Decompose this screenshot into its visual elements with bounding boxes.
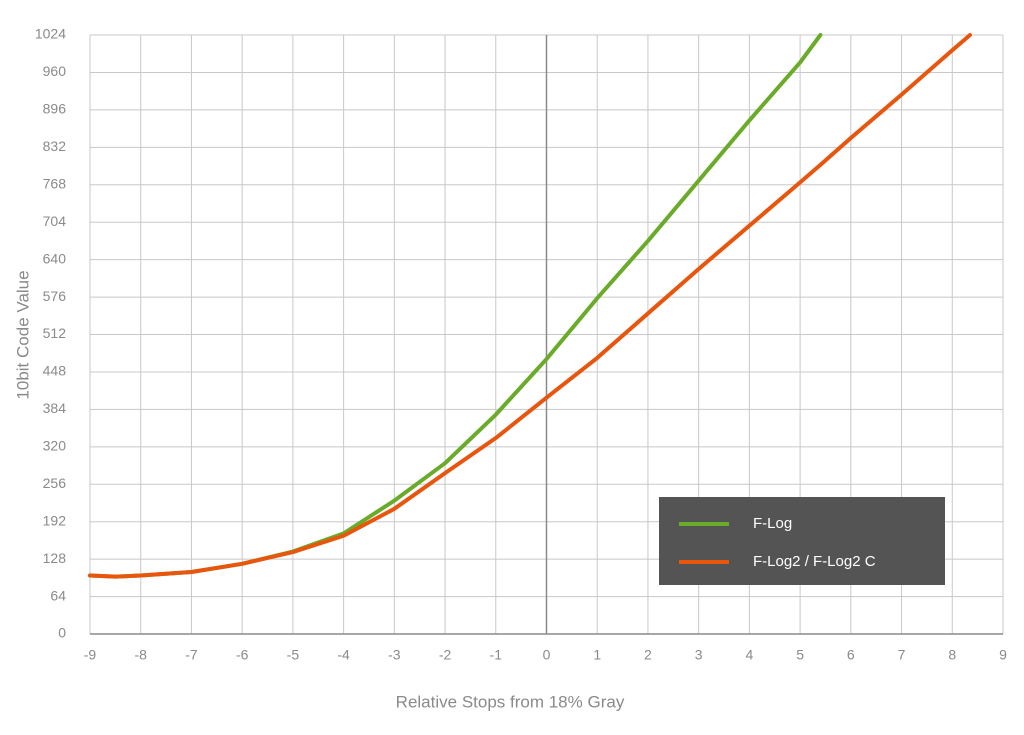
y-tick-label: 320 xyxy=(43,438,67,454)
x-tick-label: 9 xyxy=(999,647,1007,663)
y-tick-label: 384 xyxy=(43,400,67,416)
x-tick-label: -1 xyxy=(490,647,503,663)
y-tick-label: 64 xyxy=(50,587,66,603)
x-tick-label: 3 xyxy=(695,647,703,663)
x-tick-label: 4 xyxy=(745,647,753,663)
x-tick-label: -9 xyxy=(84,647,97,663)
x-tick-label: 7 xyxy=(898,647,906,663)
y-axis-title: 10bit Code Value xyxy=(13,270,32,399)
x-tick-label: 6 xyxy=(847,647,855,663)
legend: F-Log F-Log2 / F-Log2 C xyxy=(659,497,945,585)
x-tick-label: -4 xyxy=(337,647,350,663)
y-tick-label: 896 xyxy=(43,101,67,117)
y-tick-label: 1024 xyxy=(35,26,66,42)
y-tick-label: 512 xyxy=(43,325,67,341)
x-tick-label: 2 xyxy=(644,647,652,663)
y-tick-label: 576 xyxy=(43,288,67,304)
line xyxy=(88,33,823,579)
x-tick-label: 5 xyxy=(796,647,804,663)
y-tick-label: 128 xyxy=(43,550,67,566)
x-tick-label: -3 xyxy=(388,647,401,663)
x-tick-label: -8 xyxy=(134,647,147,663)
line xyxy=(88,33,973,579)
legend-box xyxy=(659,497,945,585)
y-tick-label: 832 xyxy=(43,138,67,154)
x-tick-label: 0 xyxy=(543,647,551,663)
y-tick-label: 640 xyxy=(43,250,67,266)
y-tick-label: 448 xyxy=(43,363,67,379)
x-tick-label: 1 xyxy=(593,647,601,663)
x-tick-label: -2 xyxy=(439,647,452,663)
legend-label: F-Log xyxy=(753,515,792,532)
legend-label: F-Log2 / F-Log2 C xyxy=(753,553,876,570)
x-tick-label: -7 xyxy=(185,647,198,663)
y-tick-label: 192 xyxy=(43,512,67,528)
y-tick-label: 960 xyxy=(43,63,67,79)
y-tick-label: 0 xyxy=(58,625,66,641)
x-axis-title: Relative Stops from 18% Gray xyxy=(396,692,625,711)
x-tick-label: -5 xyxy=(287,647,300,663)
x-tick-label: 8 xyxy=(948,647,956,663)
x-tick-label: -6 xyxy=(236,647,249,663)
y-tick-label: 768 xyxy=(43,175,67,191)
y-tick-label: 704 xyxy=(43,213,67,229)
y-tick-label: 256 xyxy=(43,475,67,491)
